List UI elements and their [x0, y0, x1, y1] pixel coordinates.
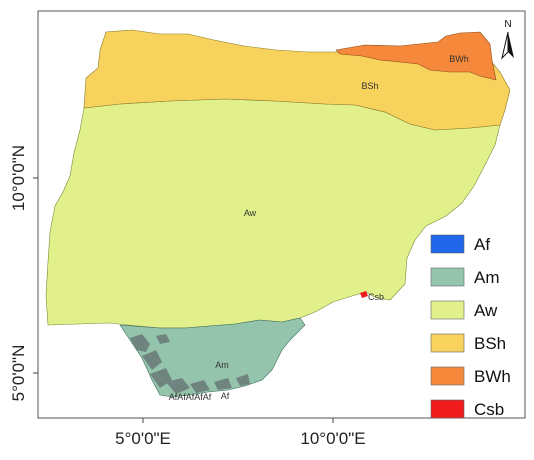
north-label: N — [504, 19, 511, 30]
legend-swatch — [430, 333, 465, 353]
region-label-aw: Aw — [244, 208, 257, 218]
region-label-csb: Csb — [368, 292, 384, 302]
region-label-af-cluster: AfAfAfAfAf — [169, 392, 212, 402]
y-tick-label: 5°0'0"N — [9, 345, 28, 402]
north-arrow-icon: N — [501, 19, 514, 60]
legend-swatch — [430, 267, 465, 287]
y-tick-label: 10°0'0"N — [9, 145, 28, 211]
legend-swatch — [430, 366, 465, 386]
legend-swatch — [430, 234, 465, 254]
coastal-texture — [130, 334, 250, 394]
x-tick-label: 10°0'0"E — [300, 429, 365, 448]
region-label-bwh: BWh — [449, 54, 469, 64]
legend-label: Csb — [474, 400, 504, 419]
legend-label: BSh — [474, 334, 506, 353]
region-label-bsh: BSh — [361, 81, 378, 91]
region-label-am: Am — [215, 360, 229, 370]
legend-label: Am — [474, 268, 500, 287]
legend-swatch — [430, 300, 465, 320]
legend: Af Am Aw BSh BWh Csb — [430, 234, 511, 419]
region-bwh — [335, 31, 497, 81]
legend-label: BWh — [474, 367, 511, 386]
axis-ticks — [33, 177, 334, 423]
region-label-af: Af — [221, 391, 230, 401]
x-tick-label: 5°0'0"E — [115, 429, 171, 448]
region-csb — [360, 291, 368, 298]
legend-swatch — [430, 399, 465, 419]
legend-label: Af — [474, 235, 490, 254]
legend-label: Aw — [474, 301, 498, 320]
